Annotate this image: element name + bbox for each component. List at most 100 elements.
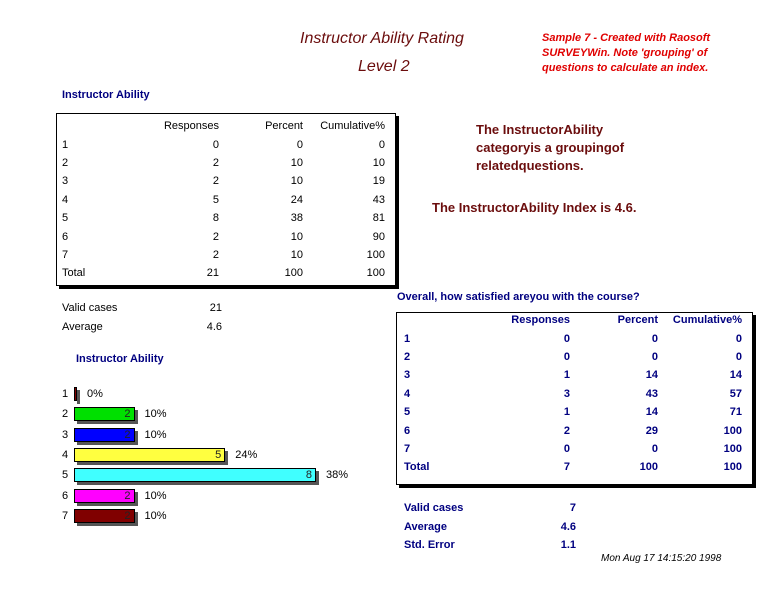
cumulative-cell: 90 (372, 230, 385, 243)
cumulative-cell: 71 (729, 406, 742, 419)
col-header-cumulative: Cumulative% (672, 314, 742, 327)
row-label: 1 (62, 138, 69, 151)
table-row: Total 7 100 100 (404, 458, 742, 476)
grouping-explanation: The InstructorAbility categoryis a group… (476, 121, 624, 175)
row-label: 3 (404, 369, 411, 382)
percent-cell: 14 (645, 406, 658, 419)
row-label: 4 (62, 193, 69, 206)
note-line: questions to calculate an index. (542, 62, 709, 74)
bar-percent-label: 10% (144, 489, 167, 502)
bar: 2 (74, 427, 135, 442)
bar-percent-label: 10% (144, 428, 167, 441)
percent-cell: 10 (290, 175, 303, 188)
bar-category-label: 2 (62, 408, 69, 421)
table-row: 7 2 10 100 (62, 246, 385, 264)
table-header-row: Responses Percent Cumulative% (404, 311, 742, 329)
table-row: 7 0 0 100 (404, 440, 742, 458)
row-label: 7 (62, 248, 69, 261)
right-frequency-table-frame (396, 312, 753, 485)
bar-category-label: 7 (62, 509, 69, 522)
right-valid-cases-value: 7 (569, 502, 576, 514)
percent-cell: 14 (645, 369, 658, 382)
report-subtitle: Level 2 (358, 58, 410, 75)
left-section-title: Instructor Ability (62, 89, 150, 101)
question-title: Overall, how satisfied areyou with the c… (397, 291, 640, 303)
row-label: 7 (404, 442, 411, 455)
chart-title: Instructor Ability (76, 353, 164, 365)
responses-cell: 3 (563, 387, 570, 400)
right-average-value: 4.6 (560, 521, 576, 533)
bar-value-label: 2 (124, 489, 131, 502)
row-label: 3 (62, 175, 69, 188)
cumulative-cell: 14 (729, 369, 742, 382)
note-line: Sample 7 - Created with Raosoft (542, 32, 711, 44)
table-row: 6 2 10 90 (62, 227, 385, 245)
bar: 2 (74, 488, 135, 503)
cumulative-cell: 100 (723, 442, 742, 455)
explanation-line: The InstructorAbility (476, 122, 604, 137)
percent-cell: 0 (651, 442, 658, 455)
std-error-value: 1.1 (560, 539, 576, 551)
valid-cases-value: 21 (209, 302, 222, 314)
bar-percent-label: 10% (144, 509, 167, 522)
responses-cell: 0 (563, 350, 570, 363)
responses-cell: 1 (563, 369, 570, 382)
timestamp: Mon Aug 17 14:15:20 1998 (601, 553, 722, 564)
responses-cell: 5 (212, 193, 219, 206)
cumulative-cell: 81 (372, 212, 385, 225)
right-average-label: Average (404, 521, 448, 533)
cumulative-cell: 10 (372, 156, 385, 169)
row-label: 4 (404, 387, 411, 400)
percent-cell: 10 (290, 230, 303, 243)
responses-cell: 0 (563, 442, 570, 455)
responses-cell: 2 (212, 175, 219, 188)
bar-percent-label: 38% (326, 469, 349, 482)
row-label: 1 (404, 332, 411, 345)
row-label: 5 (404, 406, 411, 419)
bar-percent-label: 24% (235, 448, 258, 461)
percent-cell: 100 (284, 267, 303, 280)
col-header-percent: Percent (617, 314, 658, 327)
responses-cell: 0 (212, 138, 219, 151)
table-row: 6 2 29 100 (404, 421, 742, 439)
cumulative-cell: 100 (723, 461, 742, 474)
right-valid-cases-label: Valid cases (404, 502, 464, 514)
cumulative-cell: 100 (366, 267, 385, 280)
percent-cell: 0 (296, 138, 303, 151)
bar-value-label: 2 (124, 408, 131, 421)
cumulative-cell: 57 (729, 387, 742, 400)
bar-value-label: 8 (305, 469, 312, 482)
percent-cell: 100 (639, 461, 658, 474)
row-label: Total (404, 461, 430, 474)
left-frequency-table: Responses Percent Cumulative% 1 0 0 0 2 2 10 10… (62, 117, 385, 283)
row-label: Total (62, 267, 86, 280)
sample-note: Sample 7 - Created with Raosoft SURVEYWi… (542, 31, 710, 76)
bar-value-label: 5 (215, 448, 222, 461)
table-header-row: Responses Percent Cumulative% (62, 117, 385, 135)
table-row: 1 0 0 0 (62, 135, 385, 153)
table-row: 4 3 43 57 (404, 385, 742, 403)
table-row: 2 2 10 10 (62, 154, 385, 172)
row-label: 5 (62, 212, 69, 225)
table-row: Total 21 100 100 (62, 264, 385, 282)
row-label: 2 (404, 350, 411, 363)
responses-cell: 2 (212, 156, 219, 169)
cumulative-cell: 100 (366, 248, 385, 261)
explanation-line: categoryis a groupingof (476, 140, 625, 155)
cumulative-cell: 100 (723, 424, 742, 437)
row-label: 2 (62, 156, 69, 169)
row-label: 6 (62, 230, 69, 243)
bar-percent-label: 10% (144, 408, 167, 421)
cumulative-cell: 0 (735, 332, 742, 345)
bar-value-label: 2 (124, 428, 131, 441)
bar-percent-label: 0% (87, 388, 103, 400)
responses-cell: 21 (206, 267, 219, 280)
bar-value-label: 2 (124, 509, 131, 522)
responses-cell: 1 (563, 406, 570, 419)
col-header-cumulative: Cumulative% (320, 120, 385, 133)
table-row: 5 8 38 81 (62, 209, 385, 227)
percent-cell: 10 (290, 156, 303, 169)
responses-cell: 2 (212, 248, 219, 261)
note-line: SURVEYWin. Note 'grouping' of (542, 47, 708, 59)
